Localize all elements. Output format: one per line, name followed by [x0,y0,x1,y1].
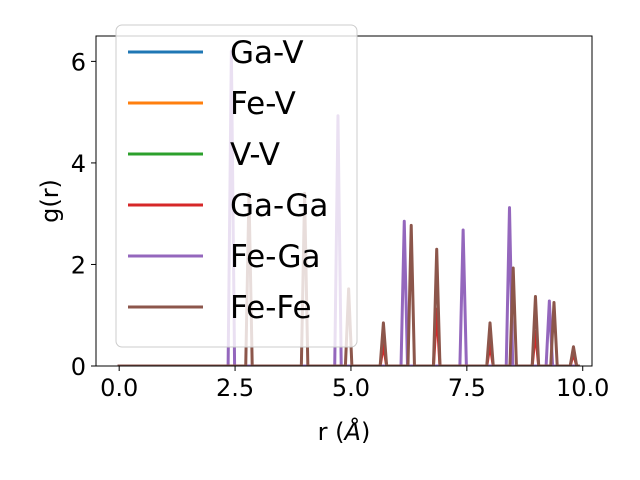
x-tick-label: 7.5 [448,374,486,402]
x-axis-label-suffix: ) [361,418,370,446]
x-tick-label: 0.0 [100,374,138,402]
legend-label: Ga-Ga [230,188,328,224]
legend: Ga-V Fe-V V-V Ga-Ga Fe-Ga Fe-Fe [115,24,358,348]
legend-entry-fe-ga: Fe-Ga [128,239,321,275]
legend-entry-ga-v: Ga-V [128,35,304,71]
x-tick-label: 2.5 [216,374,254,402]
x-axis-label-unit: Å [343,417,361,446]
x-tick-label: 5.0 [332,374,370,402]
y-tick-label: 0 [71,353,86,381]
legend-entry-fe-fe: Fe-Fe [128,290,312,326]
x-tick-label: 10.0 [556,374,609,402]
legend-label: Fe-V [230,86,296,122]
legend-label: Fe-Fe [230,290,312,326]
legend-label: Fe-Ga [230,239,321,275]
legend-label: Ga-V [230,35,304,71]
legend-entry-v-v: V-V [128,137,280,173]
x-axis-label: r (Å) [318,417,371,446]
legend-entry-ga-ga: Ga-Ga [128,188,328,224]
legend-box [115,24,358,348]
y-tick-label: 4 [71,150,86,178]
y-tick-label: 2 [71,251,86,279]
x-axis-ticks: 0.0 2.5 5.0 7.5 10.0 [100,366,609,402]
y-axis-ticks: 0 2 4 6 [71,48,96,381]
y-axis-label: g(r) [36,179,64,223]
y-tick-label: 6 [71,48,86,76]
x-axis-label-prefix: r ( [318,418,345,446]
legend-entry-fe-v: Fe-V [128,86,296,122]
legend-label: V-V [230,137,280,173]
